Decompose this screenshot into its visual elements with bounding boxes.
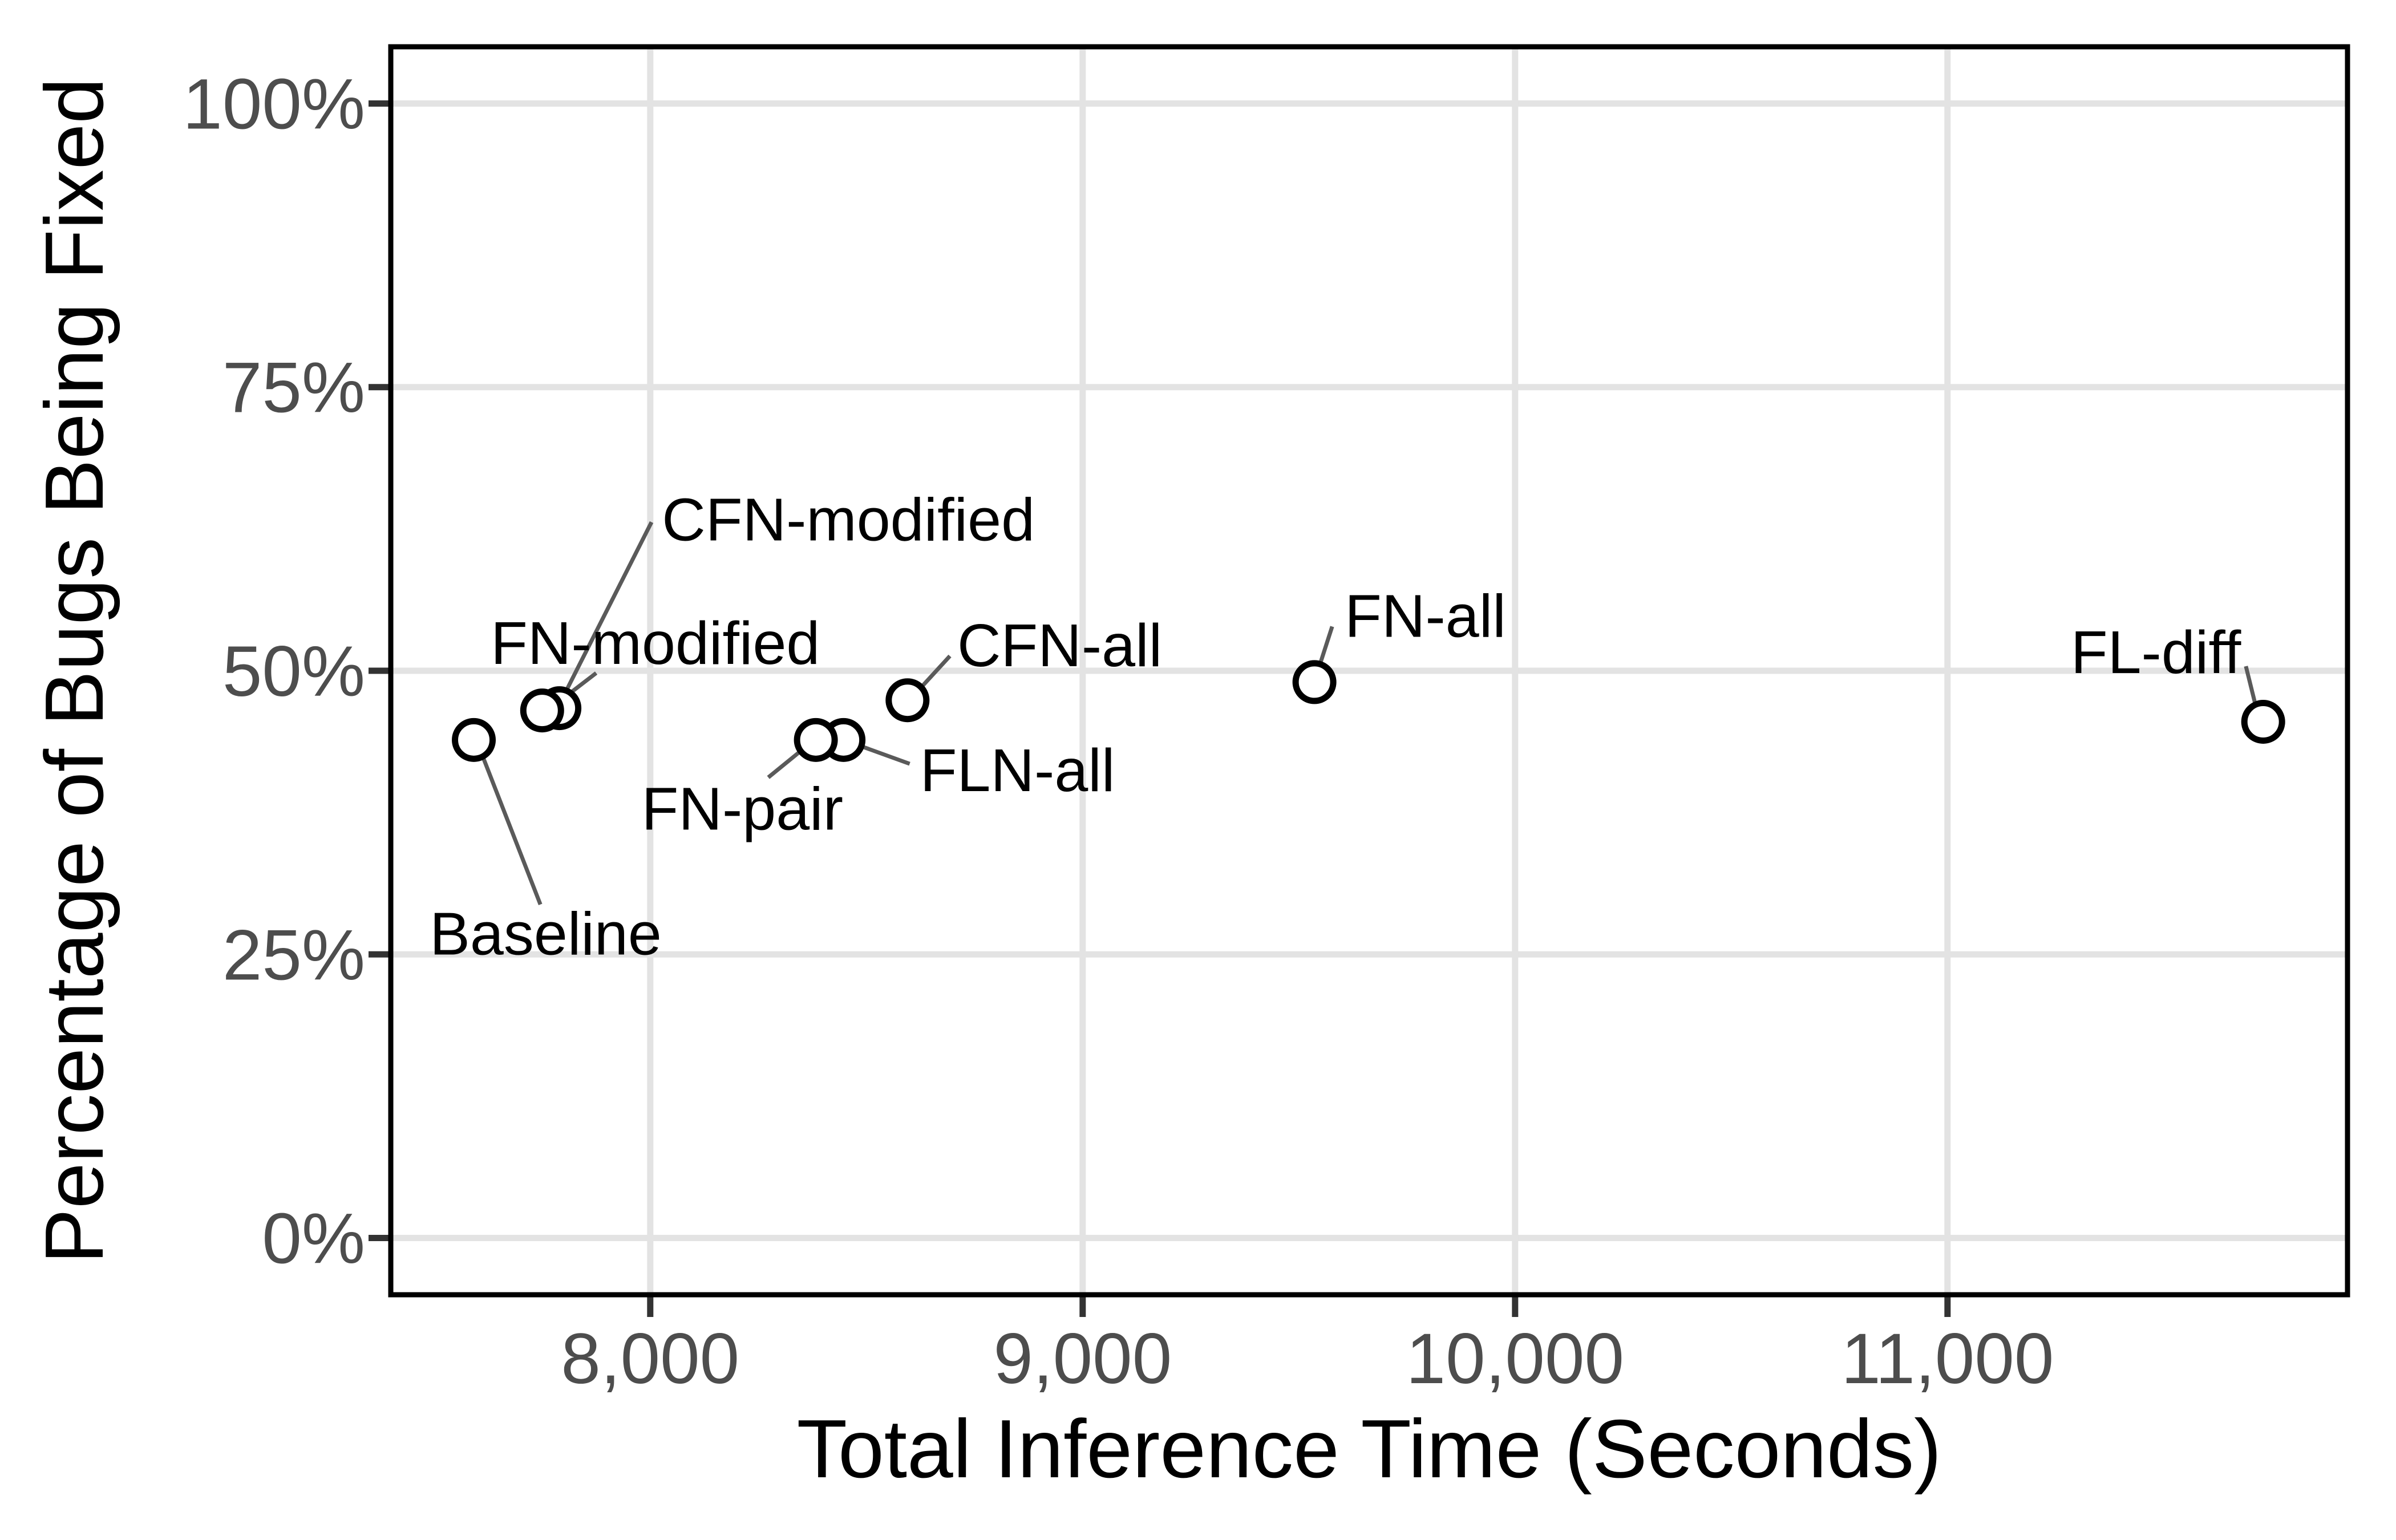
point-label-cfn-modified: CFN-modified bbox=[662, 486, 1035, 553]
data-point-cfn-all bbox=[885, 678, 930, 723]
x-tick-label: 11,000 bbox=[1841, 1319, 2054, 1399]
x-tick-label: 10,000 bbox=[1406, 1319, 1624, 1399]
point-label-fn-pair: FN-pair bbox=[642, 775, 843, 842]
y-axis-title: Percentage of Bugs Being Fixed bbox=[28, 78, 120, 1264]
axis-tick-labels: 0% 25% 50% 75% 100% 8,000 9,000 10,000 11,000 bbox=[183, 64, 2054, 1399]
y-tick-label: 25% bbox=[222, 915, 365, 995]
x-tick-label: 8,000 bbox=[561, 1319, 739, 1399]
data-point-fl-diff bbox=[2241, 700, 2285, 744]
data-point-fn-all bbox=[1292, 660, 1337, 704]
data-point-fn-modified bbox=[520, 688, 564, 733]
leader-line-fln-all bbox=[859, 743, 910, 766]
leader-line-cfn-modified bbox=[558, 521, 654, 704]
data-points bbox=[452, 660, 2285, 762]
point-label-fn-modified: FN-modified bbox=[491, 610, 820, 677]
point-label-fl-diff: FL-diff bbox=[2071, 619, 2241, 686]
y-tick-label: 75% bbox=[222, 348, 365, 428]
axis-tick-marks bbox=[369, 100, 1951, 1317]
panel-border bbox=[388, 44, 2350, 1298]
data-point-baseline bbox=[452, 718, 496, 762]
leader-line-baseline bbox=[478, 749, 543, 906]
y-tick-label: 0% bbox=[262, 1199, 365, 1279]
data-point-fn-pair bbox=[794, 718, 838, 762]
point-label-baseline: Baseline bbox=[430, 900, 662, 967]
x-tick-label: 9,000 bbox=[993, 1319, 1172, 1399]
y-tick-label: 50% bbox=[222, 632, 365, 711]
gridlines bbox=[391, 47, 2348, 1295]
point-label-fln-all: FLN-all bbox=[920, 737, 1115, 804]
y-tick-label: 100% bbox=[183, 64, 365, 144]
point-label-cfn-all: CFN-all bbox=[957, 612, 1162, 679]
x-axis-title: Total Inference Time (Seconds) bbox=[797, 1403, 1942, 1495]
leader-lines bbox=[478, 521, 2259, 906]
point-label-fn-all: FN-all bbox=[1345, 582, 1506, 650]
point-labels: Baseline CFN-modified FN-modified FLN-all FN… bbox=[430, 486, 2241, 967]
